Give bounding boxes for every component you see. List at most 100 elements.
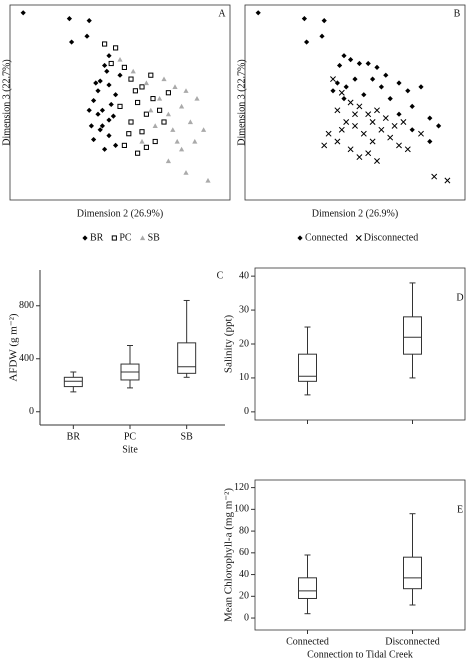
point [170,127,176,132]
point [165,158,171,164]
point [86,107,92,113]
point [396,111,402,117]
x-tick-label: Disconnected [385,636,439,647]
point [102,62,108,69]
point [192,138,198,144]
y-tick-label: 120 [234,482,249,493]
point [369,138,376,145]
point [150,96,156,102]
plot-frame [244,4,466,201]
point [99,123,105,129]
plot-frame [254,479,466,631]
y-axis-label: Dimension 3 (22.7%) [236,59,247,145]
point [148,107,154,113]
point [383,72,389,78]
y-axis-label: AFDW (g m⁻²) [8,313,20,382]
panel-label: A [218,8,226,19]
y-tick-label: 20 [239,338,249,349]
point [117,103,123,109]
point [106,117,112,123]
point [106,53,112,59]
point [321,18,327,24]
legend-symbol [297,235,303,241]
point [409,103,415,109]
y-tick-label: 30 [239,304,249,315]
point [130,68,136,74]
point [143,111,149,117]
point [304,39,310,45]
point [157,96,163,101]
legend-label: BR [90,232,104,243]
box [403,556,422,590]
point [108,101,114,108]
point [172,84,178,89]
point [361,92,367,98]
point [126,131,132,137]
point [352,111,358,118]
point [378,84,384,90]
point [396,80,402,86]
y-tick-label: 0 [244,612,249,623]
point [152,138,158,145]
point [400,119,407,125]
point [356,60,362,67]
point [187,119,193,125]
point [117,57,123,62]
point [99,107,105,113]
point [341,96,347,102]
point [343,84,349,90]
y-tick-label: 800 [19,300,34,311]
y-tick-label: 40 [239,270,249,281]
x-axis-label: Dimension 2 (26.9%) [77,208,163,219]
point [369,119,376,125]
point [374,107,380,114]
legend-symbol [139,235,146,241]
point [152,123,158,128]
panel-label: B [454,8,461,19]
y-tick-label: 400 [19,353,34,364]
y-tick-label: 0 [29,406,34,417]
point [128,76,134,82]
point [108,60,114,67]
point [84,33,90,39]
x-tick-label: BR [67,431,81,442]
point [143,144,149,150]
point [201,127,207,132]
legend-label: Disconnected [364,232,418,243]
point [370,76,376,82]
point [337,62,343,69]
point [330,88,336,94]
x-axis-label: Connection to Tidal Creek [307,649,413,658]
point [418,84,424,90]
point [352,122,358,129]
y-axis-label: Mean Chlorophyll-a (mg m⁻²) [223,488,235,622]
y-tick-label: 80 [239,525,249,536]
legend-symbol [355,235,362,241]
point [330,76,336,83]
point [183,88,189,93]
point [356,103,363,110]
point [91,136,97,143]
point [374,64,380,70]
point [95,88,101,94]
point [97,127,103,133]
legend-label: SB [148,232,161,243]
point [382,115,389,122]
point [113,142,119,148]
y-tick-label: 60 [239,547,249,558]
point [405,88,411,94]
point [356,154,363,161]
legend-label: PC [119,232,132,243]
y-tick-label: 0 [244,406,249,417]
point [352,76,358,82]
point [338,126,345,133]
point [97,78,103,84]
plot-frame [254,267,466,421]
point [365,111,372,118]
point [139,84,145,90]
point [132,88,138,94]
point [338,89,345,96]
point [436,123,442,129]
point [347,99,354,106]
